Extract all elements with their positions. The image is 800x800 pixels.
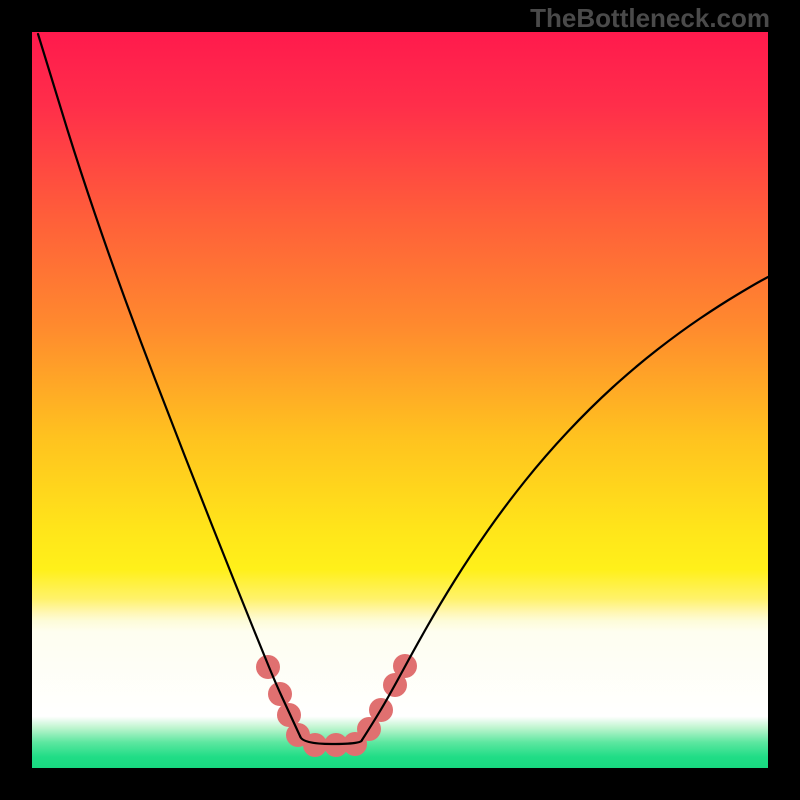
watermark-text: TheBottleneck.com	[530, 3, 770, 34]
fiducial-dot	[303, 733, 327, 757]
bottleneck-chart	[0, 0, 800, 800]
chart-container: { "canvas": { "width": 800, "height": 80…	[0, 0, 800, 800]
